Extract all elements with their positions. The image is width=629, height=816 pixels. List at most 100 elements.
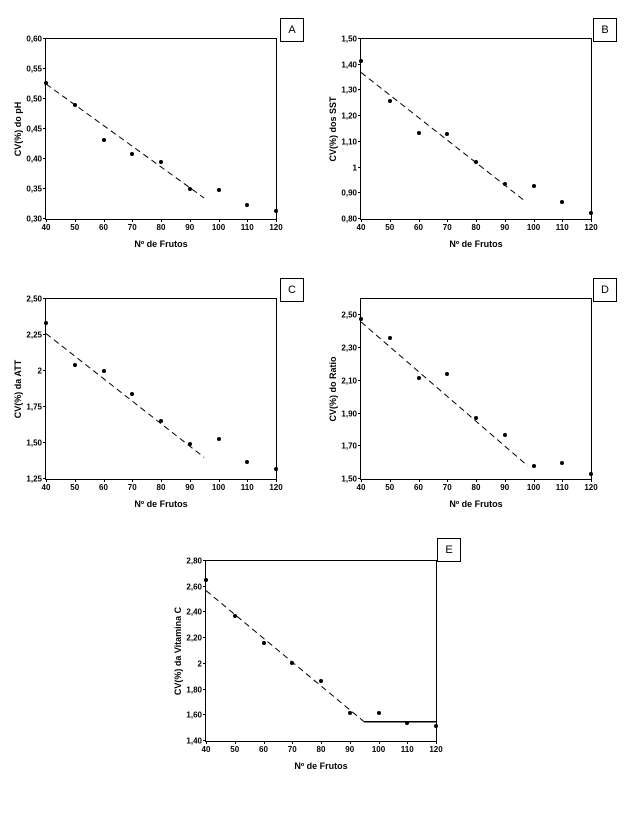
x-tick-mark bbox=[161, 219, 162, 222]
x-axis-label: Nº de Frutos bbox=[134, 499, 187, 509]
x-tick-label: 40 bbox=[202, 745, 211, 754]
x-tick-mark bbox=[247, 479, 248, 482]
y-tick-label: 2 bbox=[198, 659, 202, 668]
data-point bbox=[102, 369, 106, 373]
data-point bbox=[388, 336, 392, 340]
x-tick-mark bbox=[276, 479, 277, 482]
data-point bbox=[245, 460, 249, 464]
x-tick-mark bbox=[505, 219, 506, 222]
y-tick-label: 1,80 bbox=[186, 685, 202, 694]
y-axis-label: CV(%) da ATT bbox=[13, 360, 23, 419]
x-tick-label: 70 bbox=[128, 223, 137, 232]
chart-panel-A: CV(%) do pHNº de Frutos40506070809010011… bbox=[45, 38, 277, 220]
chart-svg bbox=[46, 39, 276, 219]
chart-svg bbox=[206, 561, 436, 741]
page: ACV(%) do pHNº de Frutos4050607080901001… bbox=[0, 0, 629, 816]
x-tick-label: 50 bbox=[385, 483, 394, 492]
y-tick-label: 0,80 bbox=[341, 215, 357, 224]
y-tick-label: 2,50 bbox=[26, 295, 42, 304]
y-tick-label: 1,10 bbox=[341, 137, 357, 146]
y-tick-label: 1,50 bbox=[26, 439, 42, 448]
data-point bbox=[405, 721, 409, 725]
y-tick-label: 1,50 bbox=[341, 475, 357, 484]
x-tick-mark bbox=[321, 741, 322, 744]
chart-svg bbox=[361, 39, 591, 219]
data-point bbox=[532, 184, 536, 188]
data-point bbox=[44, 321, 48, 325]
x-tick-label: 40 bbox=[42, 483, 51, 492]
data-point bbox=[348, 711, 352, 715]
data-point bbox=[560, 200, 564, 204]
y-tick-label: 2,80 bbox=[186, 557, 202, 566]
trend-line bbox=[46, 84, 204, 198]
x-tick-label: 120 bbox=[584, 483, 597, 492]
x-tick-label: 40 bbox=[357, 483, 366, 492]
data-point bbox=[130, 392, 134, 396]
data-point bbox=[589, 472, 593, 476]
trend-line bbox=[361, 322, 528, 466]
data-point bbox=[217, 188, 221, 192]
x-tick-mark bbox=[190, 479, 191, 482]
x-tick-label: 60 bbox=[259, 745, 268, 754]
y-tick-label: 0,50 bbox=[26, 95, 42, 104]
y-tick-label: 0,55 bbox=[26, 65, 42, 74]
x-tick-mark bbox=[361, 219, 362, 222]
panel-label-A: A bbox=[280, 18, 304, 42]
x-tick-mark bbox=[379, 741, 380, 744]
x-tick-mark bbox=[447, 219, 448, 222]
data-point bbox=[130, 152, 134, 156]
y-tick-label: 1,20 bbox=[341, 112, 357, 121]
x-tick-label: 90 bbox=[185, 223, 194, 232]
x-tick-label: 70 bbox=[443, 483, 452, 492]
data-point bbox=[503, 182, 507, 186]
x-tick-label: 40 bbox=[357, 223, 366, 232]
data-point bbox=[262, 641, 266, 645]
x-tick-label: 110 bbox=[241, 223, 254, 232]
x-tick-mark bbox=[75, 479, 76, 482]
data-point bbox=[217, 437, 221, 441]
x-axis-label: Nº de Frutos bbox=[134, 239, 187, 249]
data-point bbox=[532, 464, 536, 468]
y-tick-label: 1,30 bbox=[341, 86, 357, 95]
x-tick-mark bbox=[476, 479, 477, 482]
chart-panel-D: CV(%) do RatioNº de Frutos40506070809010… bbox=[360, 298, 592, 480]
x-tick-label: 110 bbox=[556, 223, 569, 232]
data-point bbox=[102, 138, 106, 142]
data-point bbox=[417, 131, 421, 135]
data-point bbox=[188, 442, 192, 446]
y-tick-label: 2,60 bbox=[186, 582, 202, 591]
data-point bbox=[503, 433, 507, 437]
x-tick-label: 90 bbox=[185, 483, 194, 492]
data-point bbox=[233, 614, 237, 618]
data-point bbox=[290, 661, 294, 665]
x-tick-label: 80 bbox=[157, 483, 166, 492]
y-tick-label: 0,40 bbox=[26, 155, 42, 164]
x-tick-label: 90 bbox=[500, 483, 509, 492]
y-tick-label: 2,20 bbox=[186, 634, 202, 643]
data-point bbox=[188, 187, 192, 191]
data-point bbox=[73, 103, 77, 107]
data-point bbox=[159, 160, 163, 164]
x-tick-mark bbox=[132, 219, 133, 222]
data-point bbox=[274, 467, 278, 471]
y-tick-label: 1,75 bbox=[26, 403, 42, 412]
y-axis-label: CV(%) dos SST bbox=[328, 96, 338, 161]
y-tick-label: 0,30 bbox=[26, 215, 42, 224]
x-axis-label: Nº de Frutos bbox=[294, 761, 347, 771]
x-tick-label: 80 bbox=[472, 483, 481, 492]
x-tick-label: 100 bbox=[212, 223, 225, 232]
y-tick-label: 1,90 bbox=[341, 409, 357, 418]
data-point bbox=[319, 679, 323, 683]
trend-line bbox=[206, 591, 364, 722]
x-tick-mark bbox=[361, 479, 362, 482]
y-tick-label: 1,40 bbox=[186, 737, 202, 746]
plot-area: CV(%) da Vitamina CNº de Frutos405060708… bbox=[205, 560, 437, 742]
y-tick-label: 1,70 bbox=[341, 442, 357, 451]
x-tick-label: 50 bbox=[230, 745, 239, 754]
data-point bbox=[359, 59, 363, 63]
x-tick-label: 120 bbox=[429, 745, 442, 754]
x-tick-mark bbox=[591, 479, 592, 482]
data-point bbox=[434, 724, 438, 728]
x-tick-mark bbox=[390, 479, 391, 482]
x-tick-label: 70 bbox=[288, 745, 297, 754]
